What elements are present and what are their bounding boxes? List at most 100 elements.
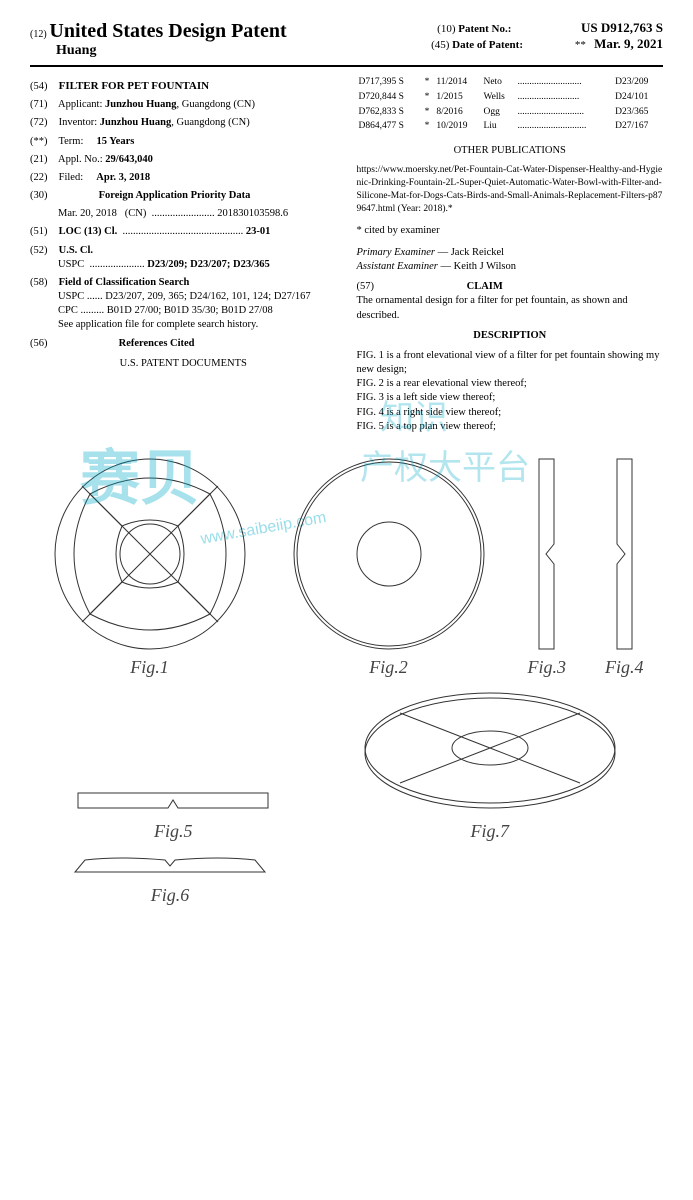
ref-date: 1/2015 bbox=[434, 90, 481, 105]
figures-area: Fig.1 Fig.2 Fig.3 Fig.4 bbox=[30, 454, 663, 906]
ref-date: 8/2016 bbox=[434, 105, 481, 120]
date-star: ** bbox=[575, 39, 586, 51]
fig3-label: Fig.3 bbox=[528, 657, 567, 678]
patent-no-label: Patent No.: bbox=[458, 23, 578, 35]
priority-country: (CN) bbox=[125, 208, 147, 219]
watermark-text-1: 知识 bbox=[380, 390, 448, 439]
fig-5: Fig.5 bbox=[73, 788, 273, 842]
code-71: (71) bbox=[30, 98, 56, 112]
fig-4: Fig.4 bbox=[605, 454, 644, 678]
header-right: (10) Patent No.: US D912,763 S (45) Date… bbox=[431, 20, 663, 59]
ref-name: Wells bbox=[481, 90, 515, 105]
primary-examiner-label: Primary Examiner bbox=[357, 247, 435, 258]
code-72: (72) bbox=[30, 116, 56, 130]
uscl-label: U.S. Cl. bbox=[59, 245, 93, 256]
code-12: (12) bbox=[30, 29, 47, 40]
inventor-name: Junzhou Huang bbox=[100, 117, 172, 128]
fcs-uspc-label: USPC ...... bbox=[58, 291, 105, 302]
claim-text: The ornamental design for a filter for p… bbox=[357, 294, 664, 322]
applicant-name: Junzhou Huang bbox=[105, 99, 177, 110]
other-pub-head: OTHER PUBLICATIONS bbox=[357, 144, 664, 158]
date-label-text: Date of Patent: bbox=[452, 39, 523, 51]
code-term: (**) bbox=[30, 135, 56, 149]
description-head: DESCRIPTION bbox=[357, 329, 664, 343]
code-52: (52) bbox=[30, 244, 56, 258]
code-54: (54) bbox=[30, 80, 56, 94]
ref-cls: D23/209 bbox=[613, 75, 663, 90]
inventor-surname: Huang bbox=[56, 43, 96, 58]
priority-num: 201830103598.6 bbox=[217, 208, 288, 219]
fig-3: Fig.3 bbox=[528, 454, 567, 678]
ref-num: D762,833 S bbox=[357, 105, 423, 120]
fig5-label: Fig.5 bbox=[73, 821, 273, 842]
ref-cls: D24/101 bbox=[613, 90, 663, 105]
fcs-label: Field of Classification Search bbox=[59, 277, 190, 288]
fig7-svg bbox=[360, 688, 620, 818]
code-10: (10) bbox=[437, 23, 455, 35]
refs-cited-head: References Cited bbox=[119, 338, 195, 349]
ref-num: D864,477 S bbox=[357, 119, 423, 134]
ref-row: D864,477 S*10/2019Liu...................… bbox=[357, 119, 664, 134]
code-58: (58) bbox=[30, 276, 56, 290]
fig6-label: Fig.6 bbox=[70, 885, 270, 906]
ref-star: * bbox=[423, 119, 435, 134]
publication-title: United States Design Patent bbox=[49, 20, 286, 42]
ref-star: * bbox=[423, 75, 435, 90]
code-21: (21) bbox=[30, 153, 56, 167]
priority-head: Foreign Application Priority Data bbox=[99, 190, 251, 201]
uspc-label: USPC bbox=[58, 259, 84, 270]
appl-no-value: 29/643,040 bbox=[105, 154, 153, 165]
fig6-svg bbox=[70, 852, 270, 882]
fig4-label: Fig.4 bbox=[605, 657, 644, 678]
appl-no-label: Appl. No.: bbox=[58, 154, 103, 165]
figs-row-3: Fig.6 bbox=[70, 852, 663, 906]
cited-by-examiner: * cited by examiner bbox=[357, 224, 664, 238]
code-51: (51) bbox=[30, 225, 56, 239]
ref-name: Ogg bbox=[481, 105, 515, 120]
fig5-svg bbox=[73, 788, 273, 818]
applicant-label: Applicant: bbox=[58, 99, 102, 110]
priority-date: Mar. 20, 2018 bbox=[58, 208, 117, 219]
claim-head: CLAIM bbox=[467, 281, 503, 292]
fcs-note: See application file for complete search… bbox=[58, 319, 258, 330]
us-patent-docs-head: U.S. PATENT DOCUMENTS bbox=[30, 357, 337, 371]
pn-label-text: Patent No.: bbox=[458, 23, 511, 35]
watermark-brand: 赛贝 bbox=[80, 430, 200, 517]
fig3-svg bbox=[534, 454, 559, 654]
fig-7: Fig.7 bbox=[360, 688, 620, 842]
right-column: D717,395 S*11/2014Neto..................… bbox=[357, 75, 664, 434]
ref-row: D762,833 S*8/2016Ogg....................… bbox=[357, 105, 664, 120]
ref-row: D720,844 S*1/2015Wells..................… bbox=[357, 90, 664, 105]
ref-star: * bbox=[423, 90, 435, 105]
asst-examiner: Keith J Wilson bbox=[454, 261, 516, 272]
watermark-text-2: 产权大平台 bbox=[360, 440, 530, 489]
fig2-label: Fig.2 bbox=[289, 657, 489, 678]
date-label: Date of Patent: bbox=[452, 39, 572, 51]
ref-name: Liu bbox=[481, 119, 515, 134]
code-57: (57) bbox=[357, 281, 375, 292]
filed-value: Apr. 3, 2018 bbox=[96, 172, 150, 183]
figs-row-2: Fig.5 Fig.7 bbox=[30, 688, 663, 842]
references-table: D717,395 S*11/2014Neto..................… bbox=[357, 75, 664, 134]
applicant-loc: , Guangdong (CN) bbox=[177, 99, 255, 110]
code-45: (45) bbox=[431, 39, 449, 51]
code-56: (56) bbox=[30, 337, 56, 351]
fig7-label: Fig.7 bbox=[360, 821, 620, 842]
ref-num: D720,844 S bbox=[357, 90, 423, 105]
ref-dots: .......................... bbox=[515, 90, 613, 105]
ref-cls: D23/365 bbox=[613, 105, 663, 120]
header-left: (12) United States Design Patent Huang bbox=[30, 20, 431, 59]
term-value: 15 Years bbox=[97, 136, 135, 147]
other-pub-text: https://www.moersky.net/Pet-Fountain-Cat… bbox=[357, 164, 664, 215]
ref-name: Neto bbox=[481, 75, 515, 90]
uspc-value: D23/209; D23/207; D23/365 bbox=[147, 259, 270, 270]
invention-title: FILTER FOR PET FOUNTAIN bbox=[59, 80, 209, 92]
loc-value: 23-01 bbox=[246, 226, 271, 237]
date-value: Mar. 9, 2021 bbox=[594, 36, 663, 51]
ref-cls: D27/167 bbox=[613, 119, 663, 134]
patent-no-value: US D912,763 S bbox=[581, 20, 663, 35]
asst-examiner-label: Assistant Examiner bbox=[357, 261, 438, 272]
filed-label: Filed: bbox=[59, 172, 84, 183]
fcs-uspc: D23/207, 209, 365; D24/162, 101, 124; D2… bbox=[105, 291, 310, 302]
ref-dots: ........................... bbox=[515, 75, 613, 90]
